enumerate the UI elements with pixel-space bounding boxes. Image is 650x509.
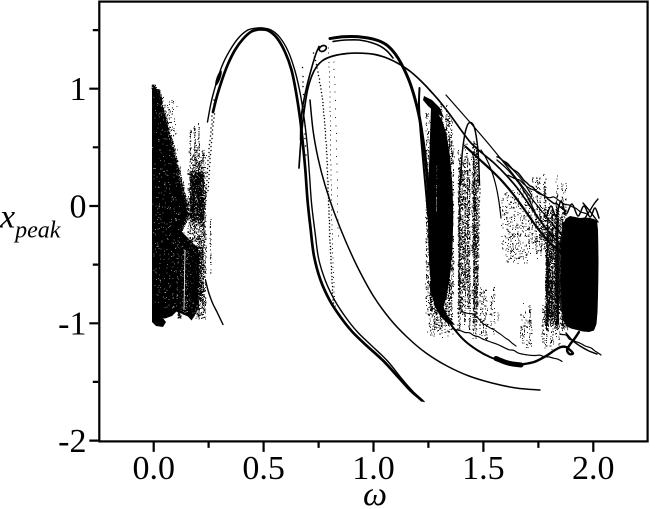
svg-text:1: 1 [70, 71, 87, 108]
svg-text:ω: ω [363, 476, 387, 509]
svg-text:0.5: 0.5 [242, 450, 285, 487]
svg-text:-2: -2 [58, 423, 86, 460]
svg-text:1.0: 1.0 [352, 450, 395, 487]
svg-text:-1: -1 [58, 306, 86, 343]
svg-text:2.0: 2.0 [572, 450, 615, 487]
svg-text:1.5: 1.5 [462, 450, 505, 487]
svg-text:0: 0 [70, 188, 87, 225]
svg-text:0.0: 0.0 [132, 450, 175, 487]
